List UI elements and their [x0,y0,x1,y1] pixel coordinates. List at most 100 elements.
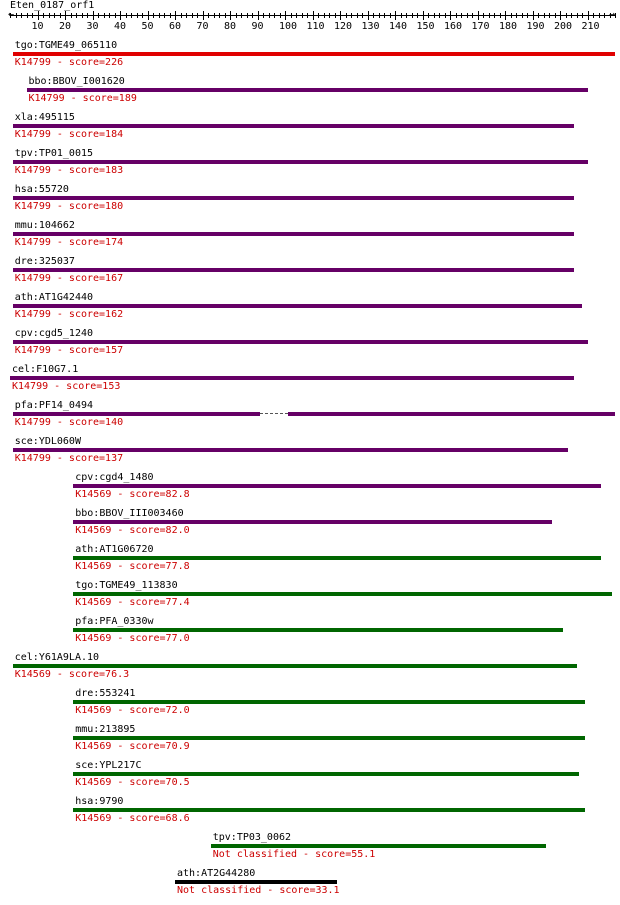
track-bar [175,880,338,884]
axis-tick-label: 60 [169,21,182,32]
axis-minor-tick [76,13,77,18]
axis-minor-tick [615,13,616,18]
axis-minor-tick [43,13,44,18]
axis-minor-tick [389,13,391,18]
axis-minor-tick [444,13,446,18]
track-bar [73,556,602,560]
axis-tick-label: 170 [471,21,490,32]
track-score: K14799 - score=180 [14,201,124,212]
axis-major-tick [367,11,369,20]
axis-minor-tick [373,13,374,18]
axis-tick-label: 160 [444,21,463,32]
axis-minor-tick [274,13,275,18]
track-bar [73,700,585,704]
axis-minor-tick [323,13,325,18]
track-score: K14569 - score=77.4 [75,597,190,608]
axis-minor-tick [279,13,281,18]
track-name: bbo:BBOV_I001620 [28,76,125,87]
track-score: K14799 - score=157 [14,345,124,356]
track-score: K14799 - score=140 [14,417,124,428]
track-bar [73,520,552,524]
axis-minor-tick [510,13,512,18]
track-bar [73,736,585,740]
axis-major-tick [340,11,341,20]
axis-tick-label: 180 [499,21,518,32]
track-score: K14569 - score=82.8 [75,489,190,500]
axis-minor-tick [98,13,99,18]
track-bar [73,808,585,812]
axis-minor-tick [565,13,567,18]
axis-minor-tick [180,13,182,18]
axis-minor-tick [516,13,517,18]
axis-major-tick [505,11,506,20]
axis-tick-label: 70 [196,21,209,32]
track-score: K14569 - score=70.5 [75,777,190,788]
axis-minor-tick [21,13,22,18]
track-score: Not classified - score=33.1 [177,885,340,896]
track-bar [10,376,574,380]
track-name: mmu:213895 [75,724,136,735]
axis-minor-tick [109,13,110,18]
track-bar [12,268,574,272]
axis-minor-tick [318,13,319,18]
axis-major-tick [230,11,231,20]
axis-minor-tick [224,13,226,18]
axis-tick-label: 140 [389,21,408,32]
axis-minor-tick [384,13,385,18]
track-name: bbo:BBOV_III003460 [75,508,184,519]
axis-minor-tick [329,13,330,18]
track-name: pfa:PF14_0494 [14,400,94,411]
axis-minor-tick [428,13,429,18]
axis-arrow-left: ← [8,9,15,20]
track-score: K14799 - score=153 [12,381,121,392]
track-bar [210,844,547,848]
track-name: ath:AT1G06720 [75,544,154,555]
axis-minor-tick [87,13,88,18]
axis-minor-tick [593,13,594,18]
track-bar [26,88,588,92]
axis-minor-tick [125,13,127,18]
axis-minor-tick [263,13,264,18]
track-name: dre:553241 [75,688,136,699]
axis-major-tick [37,11,39,20]
axis-minor-tick [208,13,209,18]
axis-tick-label: 190 [526,21,545,32]
axis-minor-tick [499,13,501,18]
track-bar [12,124,574,128]
track-score: K14569 - score=70.9 [75,741,190,752]
axis-major-tick [147,11,149,20]
axis-tick-label: 110 [306,21,325,32]
axis-major-tick [92,11,94,20]
diagram-title: Eten_0187_orf1 [10,0,95,11]
track-score: K14569 - score=68.6 [75,813,190,824]
axis-minor-tick [54,13,55,18]
axis-major-tick [395,11,396,20]
track-bar [12,340,588,344]
axis-minor-tick [103,13,105,18]
track-bar [12,160,588,164]
track-name: ath:AT1G42440 [14,292,94,303]
track-bar [287,412,615,416]
axis-minor-tick [351,13,352,18]
axis-minor-tick [235,13,237,18]
axis-minor-tick [169,13,171,18]
axis-minor-tick [10,13,11,18]
track-bar [12,304,582,308]
axis-minor-tick [26,13,28,18]
axis-minor-tick [582,13,583,18]
axis-minor-tick [241,13,242,18]
track-gap [260,413,288,414]
track-bar [73,772,580,776]
track-name: tgo:TGME49_065110 [14,40,118,51]
axis-minor-tick [466,13,468,18]
track-name: mmu:104662 [14,220,75,231]
track-score: K14569 - score=82.0 [75,525,190,536]
track-name: tpv:TP01_0015 [14,148,94,159]
axis-minor-tick [131,13,132,18]
track-score: K14799 - score=184 [14,129,124,140]
axis-tick-label: 30 [86,21,99,32]
axis-minor-tick [488,13,490,18]
track-score: Not classified - score=55.1 [212,849,376,860]
track-score: K14569 - score=72.0 [75,705,190,716]
